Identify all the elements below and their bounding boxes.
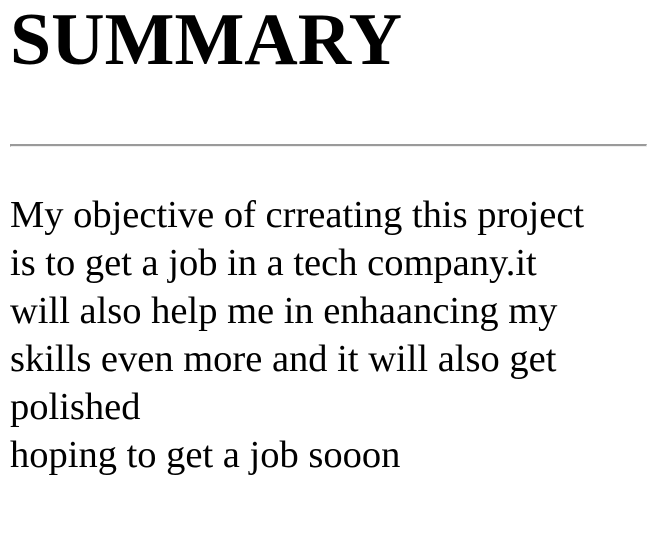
summary-line: skills even more and it will also get [10, 338, 557, 380]
summary-line: will also help me in enhaancing my [10, 290, 558, 332]
summary-line: polished [10, 386, 141, 428]
summary-line: hoping to get a job sooon [10, 434, 401, 476]
summary-line: My objective of crreating this project [10, 194, 585, 236]
summary-line: is to get a job in a tech company.it [10, 242, 537, 284]
summary-heading: SUMMARY [10, 0, 403, 81]
section-divider [10, 144, 647, 147]
summary-paragraph: My objective of crreating this project i… [10, 191, 640, 479]
